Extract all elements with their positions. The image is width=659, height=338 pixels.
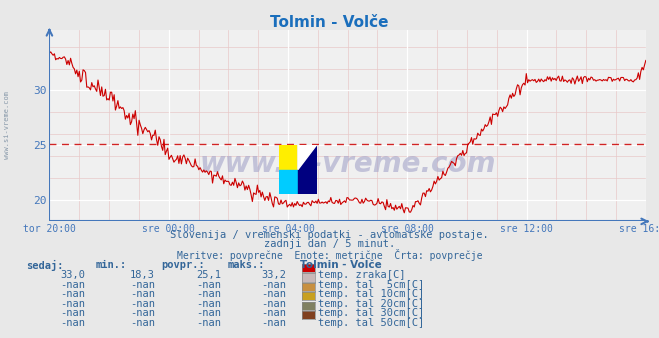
Text: -nan: -nan (262, 308, 287, 318)
Text: temp. zraka[C]: temp. zraka[C] (318, 270, 406, 281)
Text: -nan: -nan (130, 289, 155, 299)
Text: 33,0: 33,0 (61, 270, 86, 281)
Text: Slovenija / vremenski podatki - avtomatske postaje.: Slovenija / vremenski podatki - avtomats… (170, 230, 489, 240)
Text: -nan: -nan (130, 308, 155, 318)
Text: -nan: -nan (196, 318, 221, 328)
Polygon shape (298, 145, 316, 170)
Text: -nan: -nan (61, 280, 86, 290)
Text: -nan: -nan (130, 299, 155, 309)
Text: -nan: -nan (61, 308, 86, 318)
Text: Meritve: povprečne  Enote: metrične  Črta: povprečje: Meritve: povprečne Enote: metrične Črta:… (177, 249, 482, 261)
Text: 33,2: 33,2 (262, 270, 287, 281)
Bar (279, 170, 298, 194)
Text: temp. tal 10cm[C]: temp. tal 10cm[C] (318, 289, 424, 299)
Text: -nan: -nan (196, 308, 221, 318)
Text: www.si-vreme.com: www.si-vreme.com (3, 91, 10, 159)
Text: maks.:: maks.: (227, 260, 265, 270)
Text: 18,3: 18,3 (130, 270, 155, 281)
Text: -nan: -nan (262, 289, 287, 299)
Text: -nan: -nan (61, 289, 86, 299)
Text: -nan: -nan (262, 280, 287, 290)
Text: -nan: -nan (61, 299, 86, 309)
Bar (298, 145, 316, 194)
Text: min.:: min.: (96, 260, 127, 270)
Text: -nan: -nan (196, 299, 221, 309)
Text: -nan: -nan (130, 318, 155, 328)
Text: Tolmin - Volče: Tolmin - Volče (300, 260, 382, 270)
Text: -nan: -nan (196, 280, 221, 290)
Text: Tolmin - Volče: Tolmin - Volče (270, 15, 389, 30)
Text: temp. tal 50cm[C]: temp. tal 50cm[C] (318, 318, 424, 328)
Text: -nan: -nan (61, 318, 86, 328)
Text: -nan: -nan (262, 299, 287, 309)
Text: 25,1: 25,1 (196, 270, 221, 281)
Text: zadnji dan / 5 minut.: zadnji dan / 5 minut. (264, 239, 395, 249)
Text: sedaj:: sedaj: (26, 260, 64, 271)
Text: temp. tal 30cm[C]: temp. tal 30cm[C] (318, 308, 424, 318)
Text: -nan: -nan (130, 280, 155, 290)
Text: temp. tal  5cm[C]: temp. tal 5cm[C] (318, 280, 424, 290)
Bar (279, 145, 298, 170)
Text: -nan: -nan (196, 289, 221, 299)
Text: povpr.:: povpr.: (161, 260, 205, 270)
Text: temp. tal 20cm[C]: temp. tal 20cm[C] (318, 299, 424, 309)
Text: -nan: -nan (262, 318, 287, 328)
Text: www.si-vreme.com: www.si-vreme.com (200, 150, 496, 178)
